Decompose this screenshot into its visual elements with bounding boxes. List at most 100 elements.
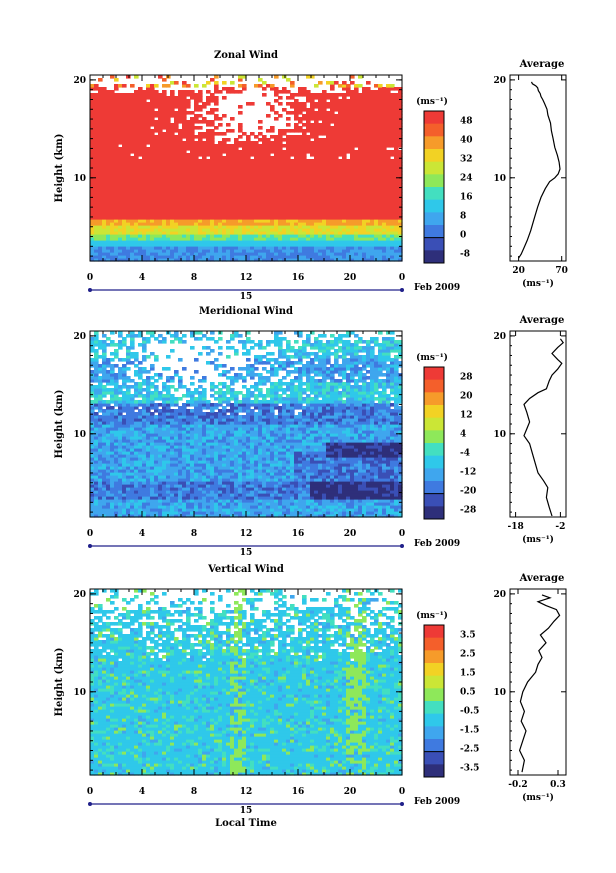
heatmap-cell [350, 81, 355, 85]
heatmap-cell [126, 144, 131, 148]
heatmap-cell [106, 210, 111, 214]
heatmap-cell [102, 487, 107, 491]
heatmap-cell [270, 156, 275, 160]
heatmap-cell [370, 204, 375, 208]
heatmap-cell [386, 234, 391, 238]
heatmap-cell [238, 216, 243, 220]
heatmap-cell [330, 135, 335, 139]
heatmap-cell [250, 162, 255, 166]
heatmap-cell [102, 469, 107, 473]
heatmap-cell [174, 147, 179, 151]
heatmap-cell [158, 255, 163, 259]
heatmap-cell [270, 189, 275, 193]
heatmap-cell [274, 201, 279, 205]
heatmap-cell [398, 171, 403, 175]
heatmap-cell [106, 460, 111, 464]
heatmap-cell [286, 165, 291, 169]
heatmap-cell [386, 165, 391, 169]
heatmap-cell [226, 165, 231, 169]
heatmap-cell [122, 403, 127, 407]
heatmap-cell [350, 108, 355, 112]
heatmap-cell [194, 222, 199, 226]
heatmap-cell [226, 237, 231, 241]
heatmap-cell [294, 243, 299, 247]
heatmap-cell [138, 177, 143, 181]
heatmap-cell [230, 255, 235, 259]
heatmap-cell [114, 87, 119, 91]
heatmap-cell [130, 427, 135, 431]
heatmap-cell [90, 234, 95, 238]
heatmap-cell [282, 198, 287, 202]
heatmap-cell [394, 207, 399, 211]
profile-y-tick-label: 10 [493, 174, 506, 184]
heatmap-cell [394, 126, 399, 130]
heatmap-cell [226, 189, 231, 193]
heatmap-cell [146, 168, 151, 172]
heatmap-cell [94, 195, 99, 199]
heatmap-cell [234, 243, 239, 247]
heatmap-cell [134, 490, 139, 494]
heatmap-cell [338, 210, 343, 214]
heatmap-cell [258, 120, 263, 124]
heatmap-cell [290, 96, 295, 100]
heatmap-cell [362, 117, 367, 121]
heatmap-cell [234, 201, 239, 205]
heatmap-cell [302, 243, 307, 247]
heatmap-cell [378, 162, 383, 166]
heatmap-cell [110, 478, 115, 482]
heatmap-cell [126, 427, 131, 431]
heatmap-cell [238, 156, 243, 160]
heatmap-cell [170, 222, 175, 226]
heatmap-cell [342, 219, 347, 223]
heatmap-cell [146, 243, 151, 247]
heatmap-cell [94, 388, 99, 392]
heatmap-cell [186, 180, 191, 184]
heatmap-cell [386, 204, 391, 208]
heatmap-cell [94, 126, 99, 130]
heatmap-cell [198, 174, 203, 178]
heatmap-cell [210, 192, 215, 196]
heatmap-cell [122, 505, 127, 509]
heatmap-cell [110, 147, 115, 151]
heatmap-cell [330, 177, 335, 181]
heatmap-cell [326, 204, 331, 208]
heatmap-cell [354, 99, 359, 103]
heatmap-cell [170, 183, 175, 187]
date-label: Feb 2009 [414, 283, 460, 293]
heatmap-cell [134, 400, 139, 404]
heatmap-cell [218, 255, 223, 259]
heatmap-cell [102, 364, 107, 368]
heatmap-cell [94, 186, 99, 190]
heatmap-cell [334, 183, 339, 187]
heatmap-cell [222, 168, 227, 172]
heatmap-cell [114, 159, 119, 163]
heatmap-cell [94, 192, 99, 196]
heatmap-cell [166, 237, 171, 241]
heatmap-cell [398, 219, 403, 223]
heatmap-cell [358, 210, 363, 214]
heatmap-cell [118, 255, 123, 259]
heatmap-cell [222, 141, 227, 145]
heatmap-cell [110, 466, 115, 470]
colorbar-swatch [424, 149, 444, 163]
heatmap-cell [366, 120, 371, 124]
heatmap-cell [134, 514, 139, 518]
heatmap-cell [342, 201, 347, 205]
heatmap-cell [90, 376, 95, 380]
heatmap-cell [106, 358, 111, 362]
heatmap-cell [218, 252, 223, 256]
heatmap-cell [142, 231, 147, 235]
heatmap-cell [122, 511, 127, 515]
heatmap-cell [390, 144, 395, 148]
heatmap-cell [106, 246, 111, 250]
heatmap-cell [282, 156, 287, 160]
heatmap-cell [210, 96, 215, 100]
heatmap-cell [322, 168, 327, 172]
heatmap-cell [150, 108, 155, 112]
heatmap-cell [170, 114, 175, 118]
heatmap-cell [214, 168, 219, 172]
heatmap-cell [338, 150, 343, 154]
heatmap-cell [150, 216, 155, 220]
heatmap-cell [90, 346, 95, 350]
heatmap-cell [254, 219, 259, 223]
